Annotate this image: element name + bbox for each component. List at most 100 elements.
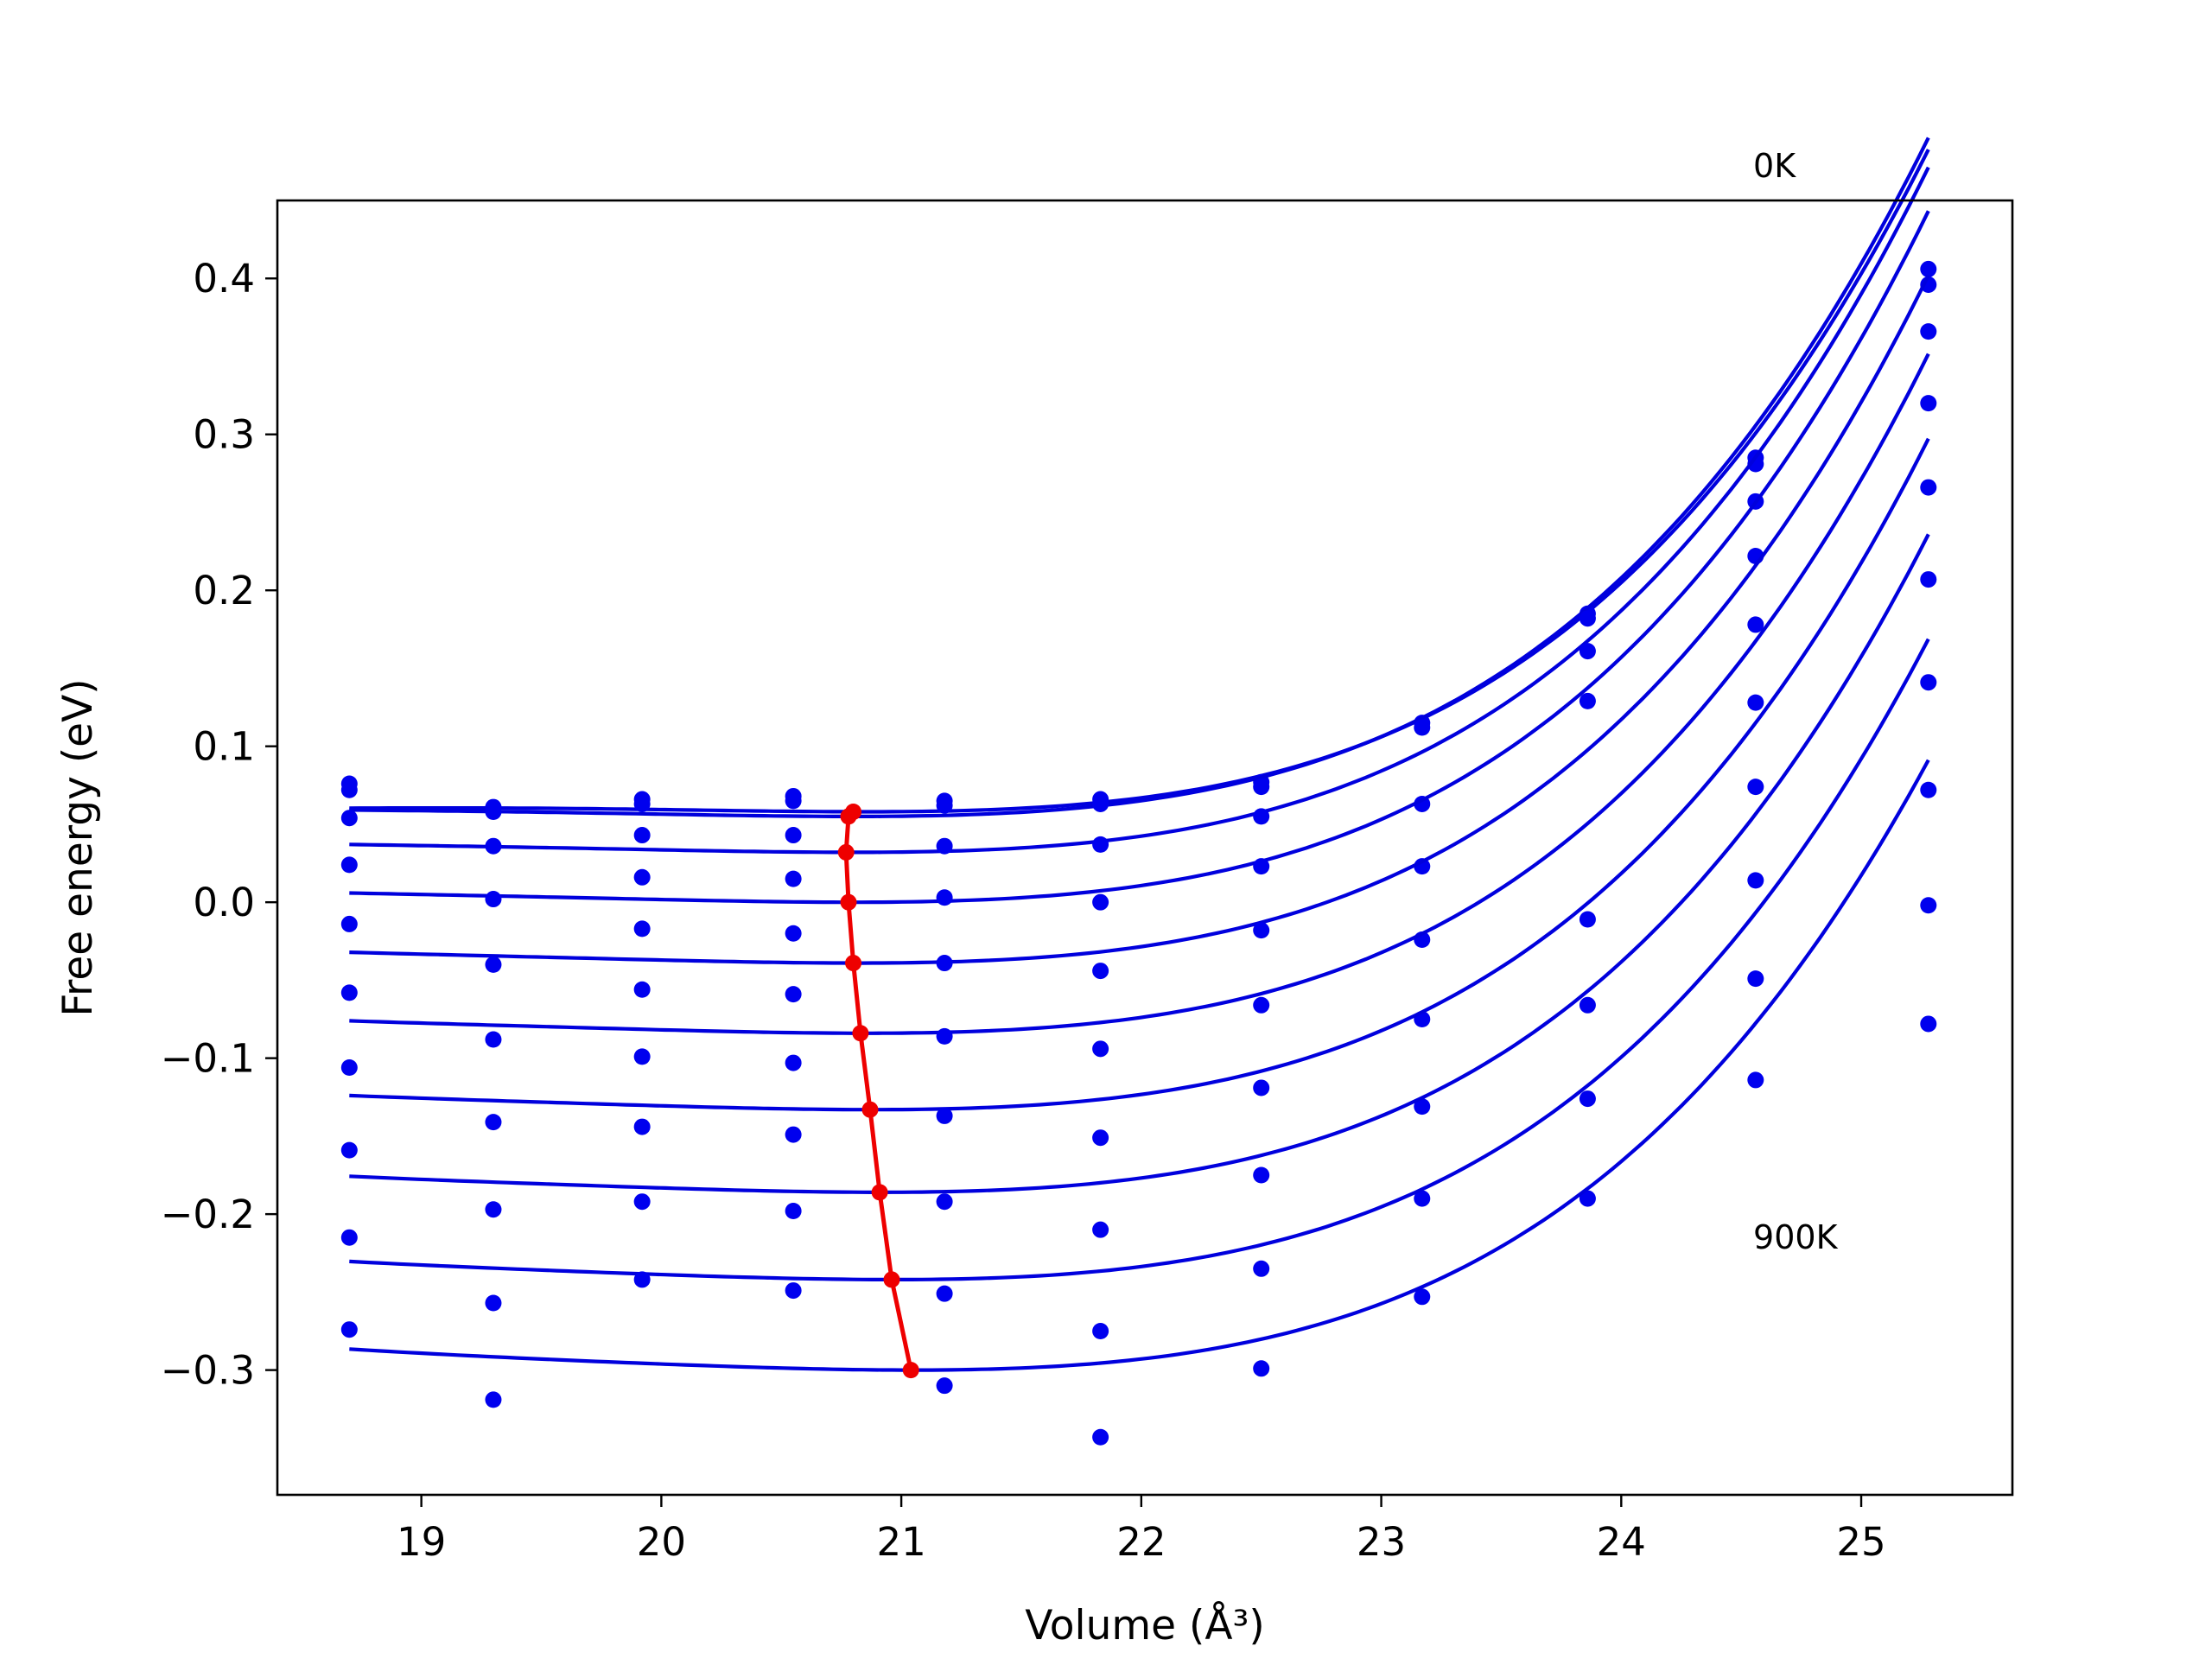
data-point <box>1253 1166 1270 1184</box>
data-point <box>1253 1360 1270 1377</box>
fit-curve-2 <box>349 166 1930 855</box>
data-point <box>340 1058 358 1076</box>
data-point <box>633 827 651 844</box>
data-point <box>936 1193 953 1211</box>
minimum-point <box>837 843 855 861</box>
data-point <box>1920 1015 1937 1033</box>
x-tick-label: 23 <box>1357 1519 1406 1565</box>
data-point <box>1920 897 1937 914</box>
data-point <box>633 795 651 812</box>
minimum-point <box>902 1362 919 1379</box>
data-point <box>936 889 953 906</box>
x-tick-label: 19 <box>397 1519 446 1565</box>
data-point <box>633 1271 651 1288</box>
y-tick-label: −0.2 <box>161 1192 255 1237</box>
fit-curve-5 <box>349 353 1930 1035</box>
data-point <box>340 1141 358 1159</box>
data-point <box>485 1391 502 1408</box>
data-point <box>1920 571 1937 588</box>
data-point <box>1092 795 1109 812</box>
data-point <box>1747 1071 1764 1089</box>
y-tick-label: 0.4 <box>193 256 255 302</box>
x-tick-label: 25 <box>1836 1519 1885 1565</box>
annotations: 0K 900K <box>1753 147 1839 1256</box>
minimum-point <box>871 1184 888 1201</box>
annotation-900k: 900K <box>1753 1218 1839 1256</box>
data-point <box>633 1118 651 1135</box>
data-point <box>1414 1190 1431 1207</box>
fit-curve-4 <box>349 274 1930 965</box>
minimum-point <box>845 955 862 972</box>
y-tick-label: −0.3 <box>161 1348 255 1394</box>
data-point <box>936 1027 953 1045</box>
minimum-energy-line <box>843 810 913 1371</box>
data-point <box>340 915 358 932</box>
data-point <box>633 868 651 886</box>
minimum-point <box>883 1271 900 1288</box>
y-tick-label: 0.3 <box>193 412 255 458</box>
data-point <box>936 1377 953 1395</box>
data-point <box>936 955 953 972</box>
data-point <box>1747 872 1764 889</box>
y-tick-label: 0.0 <box>193 880 255 925</box>
data-point <box>340 810 358 827</box>
data-point <box>785 1126 802 1143</box>
data-point <box>633 1048 651 1065</box>
fit-curve-1 <box>349 137 1930 819</box>
x-tick-label: 24 <box>1597 1519 1646 1565</box>
data-point <box>340 781 358 798</box>
data-point <box>1253 922 1270 939</box>
data-point <box>1920 479 1937 496</box>
data-point <box>1920 781 1937 798</box>
data-point <box>485 837 502 855</box>
data-point <box>1747 616 1764 633</box>
minimum-point <box>861 1101 879 1118</box>
fit-curve-6 <box>349 437 1930 1112</box>
data-point <box>1092 1040 1109 1058</box>
data-point <box>1579 692 1596 709</box>
data-point <box>1747 694 1764 711</box>
annotation-0k: 0K <box>1753 147 1796 185</box>
data-point <box>485 956 502 973</box>
data-point <box>485 1114 502 1131</box>
x-axis-label: Volume (Å³) <box>1025 1602 1264 1649</box>
x-tick-label: 21 <box>876 1519 925 1565</box>
y-axis: −0.3 −0.2 −0.1 0.0 0.1 0.2 0.3 0.4 <box>161 256 277 1394</box>
data-point <box>1253 858 1270 875</box>
y-tick-label: 0.1 <box>193 724 255 770</box>
series-layer <box>340 137 1937 1446</box>
plot-frame <box>276 199 2014 1497</box>
data-point <box>1579 911 1596 928</box>
data-point <box>633 920 651 938</box>
data-point <box>785 925 802 942</box>
minimum-point <box>840 808 857 825</box>
fit-curve-0 <box>349 149 1930 814</box>
data-point <box>936 797 953 814</box>
data-point <box>936 837 953 855</box>
data-point <box>633 981 651 998</box>
data-point <box>785 1282 802 1300</box>
minimum-point <box>852 1025 869 1042</box>
y-tick-label: −0.1 <box>161 1036 255 1082</box>
data-point <box>1920 395 1937 412</box>
data-point <box>936 1285 953 1302</box>
data-point <box>1579 1190 1596 1207</box>
data-point <box>1253 779 1270 796</box>
fit-curve-3 <box>349 210 1930 905</box>
data-point <box>1920 323 1937 340</box>
fit-curve-9 <box>349 759 1930 1372</box>
data-point <box>1579 610 1596 627</box>
data-point <box>785 827 802 844</box>
y-axis-label: Free energy (eV) <box>54 678 102 1016</box>
data-point <box>485 891 502 908</box>
data-point <box>1920 260 1937 277</box>
data-point <box>485 803 502 820</box>
data-point <box>485 1201 502 1218</box>
x-tick-label: 22 <box>1116 1519 1166 1565</box>
data-point <box>1092 963 1109 980</box>
data-point <box>485 1031 502 1048</box>
data-point <box>1920 674 1937 691</box>
data-point <box>340 1229 358 1246</box>
data-point <box>1092 1322 1109 1339</box>
